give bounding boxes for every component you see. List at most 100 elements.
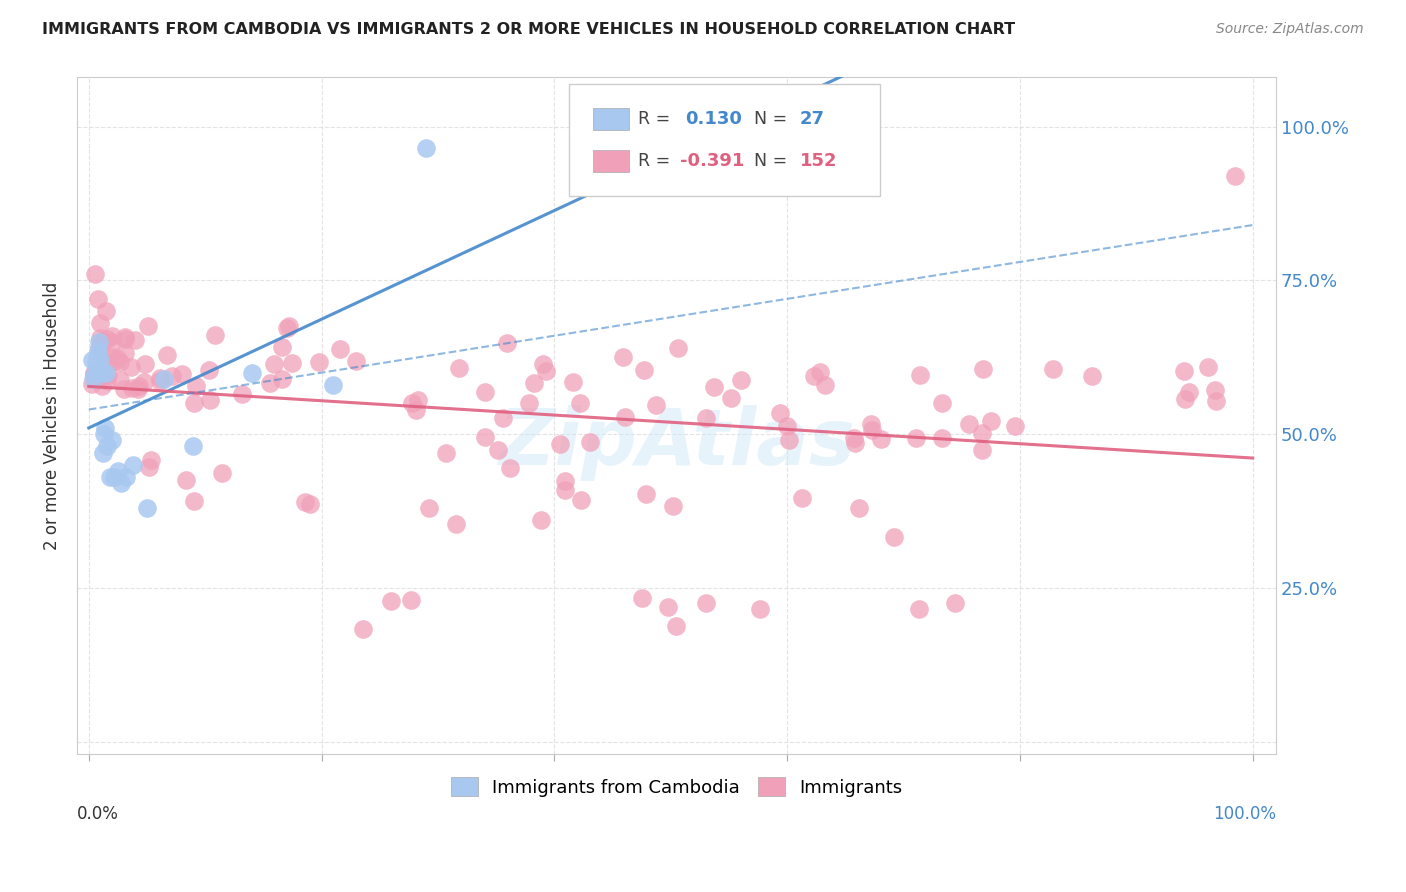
Point (972, 425, 994, 440)
Point (931, 432, 953, 446)
Point (91, 445, 114, 459)
Point (434, 446, 457, 460)
Point (83, 267, 105, 281)
Text: 0.0%: 0.0% (77, 805, 120, 822)
Point (136, 318, 159, 333)
Point (82, 372, 104, 386)
Point (94, 421, 117, 435)
Point (803, 368, 825, 383)
Point (860, 424, 883, 438)
Point (103, 470, 125, 484)
Point (842, 431, 865, 445)
Point (96, 440, 118, 454)
Point (96, 366, 118, 380)
Point (112, 382, 135, 396)
Point (869, 432, 891, 446)
Point (666, 341, 689, 355)
Point (474, 385, 496, 400)
Point (114, 332, 136, 346)
Point (530, 513, 553, 527)
Point (270, 372, 292, 386)
Point (89, 353, 111, 368)
Point (1178, 384, 1201, 399)
Point (531, 357, 554, 371)
Point (211, 466, 233, 480)
Point (730, 373, 752, 387)
Point (904, 431, 927, 445)
Text: Source: ZipAtlas.com: Source: ZipAtlas.com (1216, 22, 1364, 37)
Point (1004, 418, 1026, 433)
Point (769, 406, 792, 420)
Point (614, 409, 637, 424)
Point (82, 377, 104, 392)
Point (848, 500, 870, 515)
Point (97, 367, 120, 381)
Point (1204, 383, 1226, 397)
Point (83, 366, 105, 380)
Point (276, 321, 298, 335)
Point (703, 380, 725, 394)
Point (231, 387, 253, 401)
Text: 0.130: 0.130 (685, 110, 742, 128)
Point (170, 368, 193, 382)
Point (120, 359, 142, 374)
Point (90, 366, 112, 380)
Point (447, 361, 470, 376)
Point (405, 403, 427, 417)
Point (87, 292, 110, 306)
Point (110, 476, 132, 491)
Point (720, 392, 742, 406)
Point (89, 331, 111, 345)
Point (352, 622, 374, 636)
Point (101, 351, 124, 365)
Text: N =: N = (755, 110, 787, 128)
Point (859, 417, 882, 431)
Point (101, 434, 124, 448)
Point (153, 372, 176, 386)
Point (808, 365, 831, 379)
Point (406, 392, 429, 407)
Point (548, 437, 571, 451)
Point (883, 530, 905, 544)
Point (776, 418, 799, 433)
Point (910, 368, 932, 382)
Point (496, 336, 519, 351)
Point (134, 357, 156, 371)
Point (554, 474, 576, 488)
Text: 152: 152 (800, 152, 838, 169)
Point (107, 464, 129, 478)
Point (91, 334, 114, 348)
Point (298, 497, 321, 511)
Point (636, 487, 658, 501)
Point (183, 440, 205, 454)
Point (204, 327, 226, 342)
Point (631, 591, 654, 606)
Point (89, 317, 111, 331)
Point (149, 370, 172, 384)
Text: N =: N = (755, 152, 787, 169)
Point (100, 334, 122, 349)
Point (612, 350, 634, 364)
Point (160, 369, 183, 384)
Point (114, 330, 136, 344)
Point (84, 356, 107, 370)
Point (122, 458, 145, 472)
Point (380, 593, 402, 607)
Text: -0.391: -0.391 (681, 152, 745, 169)
Text: ZipAtlas: ZipAtlas (498, 405, 855, 481)
Point (98, 470, 121, 484)
Point (93, 427, 115, 442)
Point (87, 341, 110, 355)
Point (1042, 362, 1064, 376)
Point (844, 436, 866, 450)
Text: 27: 27 (800, 110, 825, 128)
Point (82, 353, 104, 368)
Point (110, 355, 132, 369)
Point (263, 357, 285, 371)
Point (1081, 369, 1104, 384)
Text: IMMIGRANTS FROM CAMBODIA VS IMMIGRANTS 2 OR MORE VEHICLES IN HOUSEHOLD CORRELATI: IMMIGRANTS FROM CAMBODIA VS IMMIGRANTS 2… (42, 22, 1015, 37)
Point (695, 597, 717, 611)
Text: R =: R = (638, 110, 671, 128)
Point (134, 375, 156, 389)
Point (399, 593, 422, 607)
